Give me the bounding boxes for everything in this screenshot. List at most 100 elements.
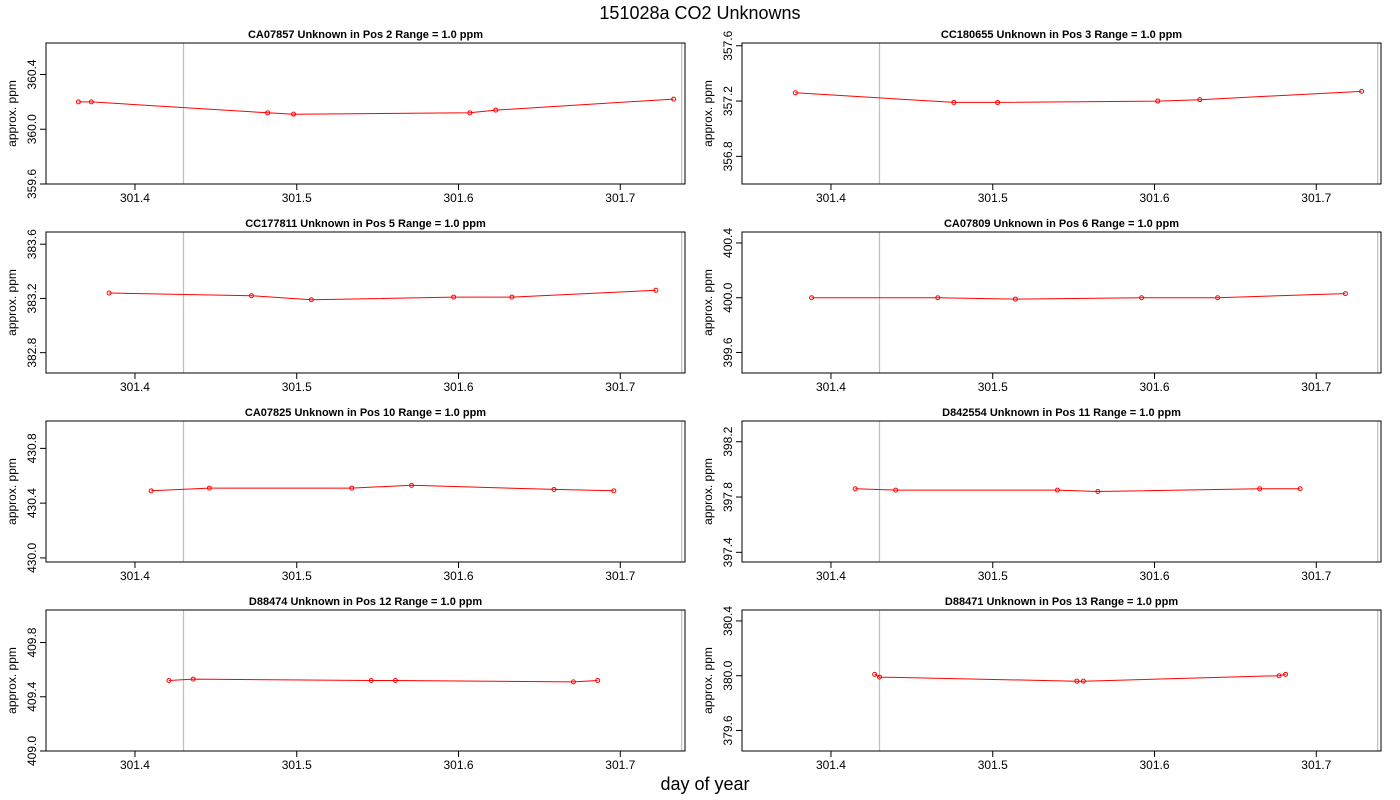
data-point [935, 295, 941, 301]
data-point [190, 676, 196, 682]
y-axis-label: approx. ppm [701, 458, 715, 525]
y-tick-label: 360.4 [25, 59, 39, 89]
y-tick-label: 360.0 [25, 114, 39, 144]
series-line [78, 98, 674, 115]
data-point [551, 486, 557, 492]
data-point [1155, 98, 1161, 104]
x-tick-label: 301.5 [282, 191, 312, 205]
x-tick-label: 301.4 [120, 191, 150, 205]
data-point [493, 107, 499, 113]
data-point [1074, 678, 1080, 684]
y-tick-label: 409.4 [25, 681, 39, 711]
panel-frame [741, 42, 1382, 185]
x-tick-label: 301.4 [816, 758, 846, 772]
data-point [467, 110, 473, 116]
x-tick-label: 301.6 [444, 380, 474, 394]
y-tick-label: 430.4 [25, 488, 39, 518]
data-point [792, 90, 798, 96]
panel-frame [45, 42, 686, 185]
y-tick-label: 380.0 [721, 660, 735, 690]
x-tick-label: 301.6 [1140, 191, 1170, 205]
data-point [570, 679, 576, 685]
data-point [392, 678, 398, 683]
data-point [951, 99, 957, 105]
x-tick-label: 301.7 [605, 191, 635, 205]
y-axis-label: approx. ppm [5, 269, 19, 336]
x-tick-label: 301.7 [605, 380, 635, 394]
data-point [451, 294, 457, 300]
page-x-axis-label: day of year [660, 774, 750, 794]
data-point [265, 110, 271, 116]
panel-frame [45, 420, 686, 563]
y-tick-label: 359.6 [25, 169, 39, 199]
y-tick-label: 382.8 [25, 337, 39, 367]
x-tick-label: 301.5 [978, 191, 1008, 205]
x-tick-label: 301.5 [282, 380, 312, 394]
y-tick-label: 399.6 [721, 337, 735, 367]
panel-3: CC177811 Unknown in Pos 5 Range = 1.0 pp… [5, 218, 686, 394]
y-axis-label: approx. ppm [5, 80, 19, 147]
x-tick-label: 301.7 [1301, 191, 1331, 205]
series-line [151, 484, 614, 492]
x-tick-label: 301.4 [816, 191, 846, 205]
panel-title: CA07825 Unknown in Pos 10 Range = 1.0 pp… [245, 407, 486, 419]
y-axis-label: approx. ppm [5, 647, 19, 714]
x-tick-label: 301.7 [605, 569, 635, 583]
y-tick-label: 398.2 [721, 426, 735, 456]
data-point [595, 678, 601, 683]
data-point [88, 99, 94, 105]
y-tick-label: 430.8 [25, 433, 39, 463]
data-point [409, 482, 415, 488]
data-point [75, 99, 81, 105]
data-point [872, 671, 878, 677]
data-point [1342, 291, 1348, 297]
x-tick-label: 301.6 [1140, 569, 1170, 583]
data-point [248, 293, 254, 299]
data-point [1359, 88, 1365, 94]
panel-7: D88474 Unknown in Pos 12 Range = 1.0 ppm… [5, 596, 686, 772]
panel-2: CC180655 Unknown in Pos 3 Range = 1.0 pp… [701, 29, 1382, 205]
series-line [811, 293, 1346, 300]
panel-frame [741, 609, 1382, 752]
x-tick-label: 301.7 [605, 758, 635, 772]
y-tick-label: 383.6 [25, 229, 39, 259]
data-point [1257, 486, 1263, 492]
y-axis-label: approx. ppm [701, 80, 715, 147]
data-point [995, 99, 1001, 105]
x-tick-label: 301.4 [120, 380, 150, 394]
y-axis-label: approx. ppm [701, 647, 715, 714]
series-line [168, 678, 598, 683]
x-tick-label: 301.4 [816, 569, 846, 583]
data-point [671, 96, 677, 102]
data-point [106, 290, 112, 296]
panel-1: CA07857 Unknown in Pos 2 Range = 1.0 ppm… [5, 29, 686, 205]
y-axis-label: approx. ppm [5, 458, 19, 525]
data-point [653, 287, 659, 293]
panel-frame [741, 231, 1382, 374]
y-tick-label: 430.0 [25, 543, 39, 573]
x-tick-label: 301.4 [816, 380, 846, 394]
y-tick-label: 409.8 [25, 627, 39, 657]
y-axis-label: approx. ppm [701, 269, 715, 336]
data-point [611, 488, 617, 494]
panel-frame [45, 609, 686, 752]
y-tick-label: 379.6 [721, 715, 735, 745]
data-point [509, 294, 515, 300]
x-tick-label: 301.6 [444, 758, 474, 772]
x-tick-label: 301.4 [120, 758, 150, 772]
x-tick-label: 301.5 [978, 569, 1008, 583]
data-point [877, 674, 883, 680]
data-point [206, 485, 212, 491]
x-tick-label: 301.6 [444, 569, 474, 583]
series-line [855, 488, 1301, 493]
panel-title: D842554 Unknown in Pos 11 Range = 1.0 pp… [942, 407, 1181, 419]
data-point [1276, 673, 1282, 679]
series-line [795, 90, 1362, 103]
data-point [1054, 487, 1060, 493]
y-tick-label: 400.0 [721, 282, 735, 312]
y-tick-label: 409.0 [25, 736, 39, 766]
data-point [148, 488, 154, 494]
data-point [1197, 97, 1203, 103]
panel-8: D88471 Unknown in Pos 13 Range = 1.0 ppm… [701, 596, 1382, 772]
data-point [1080, 678, 1086, 684]
